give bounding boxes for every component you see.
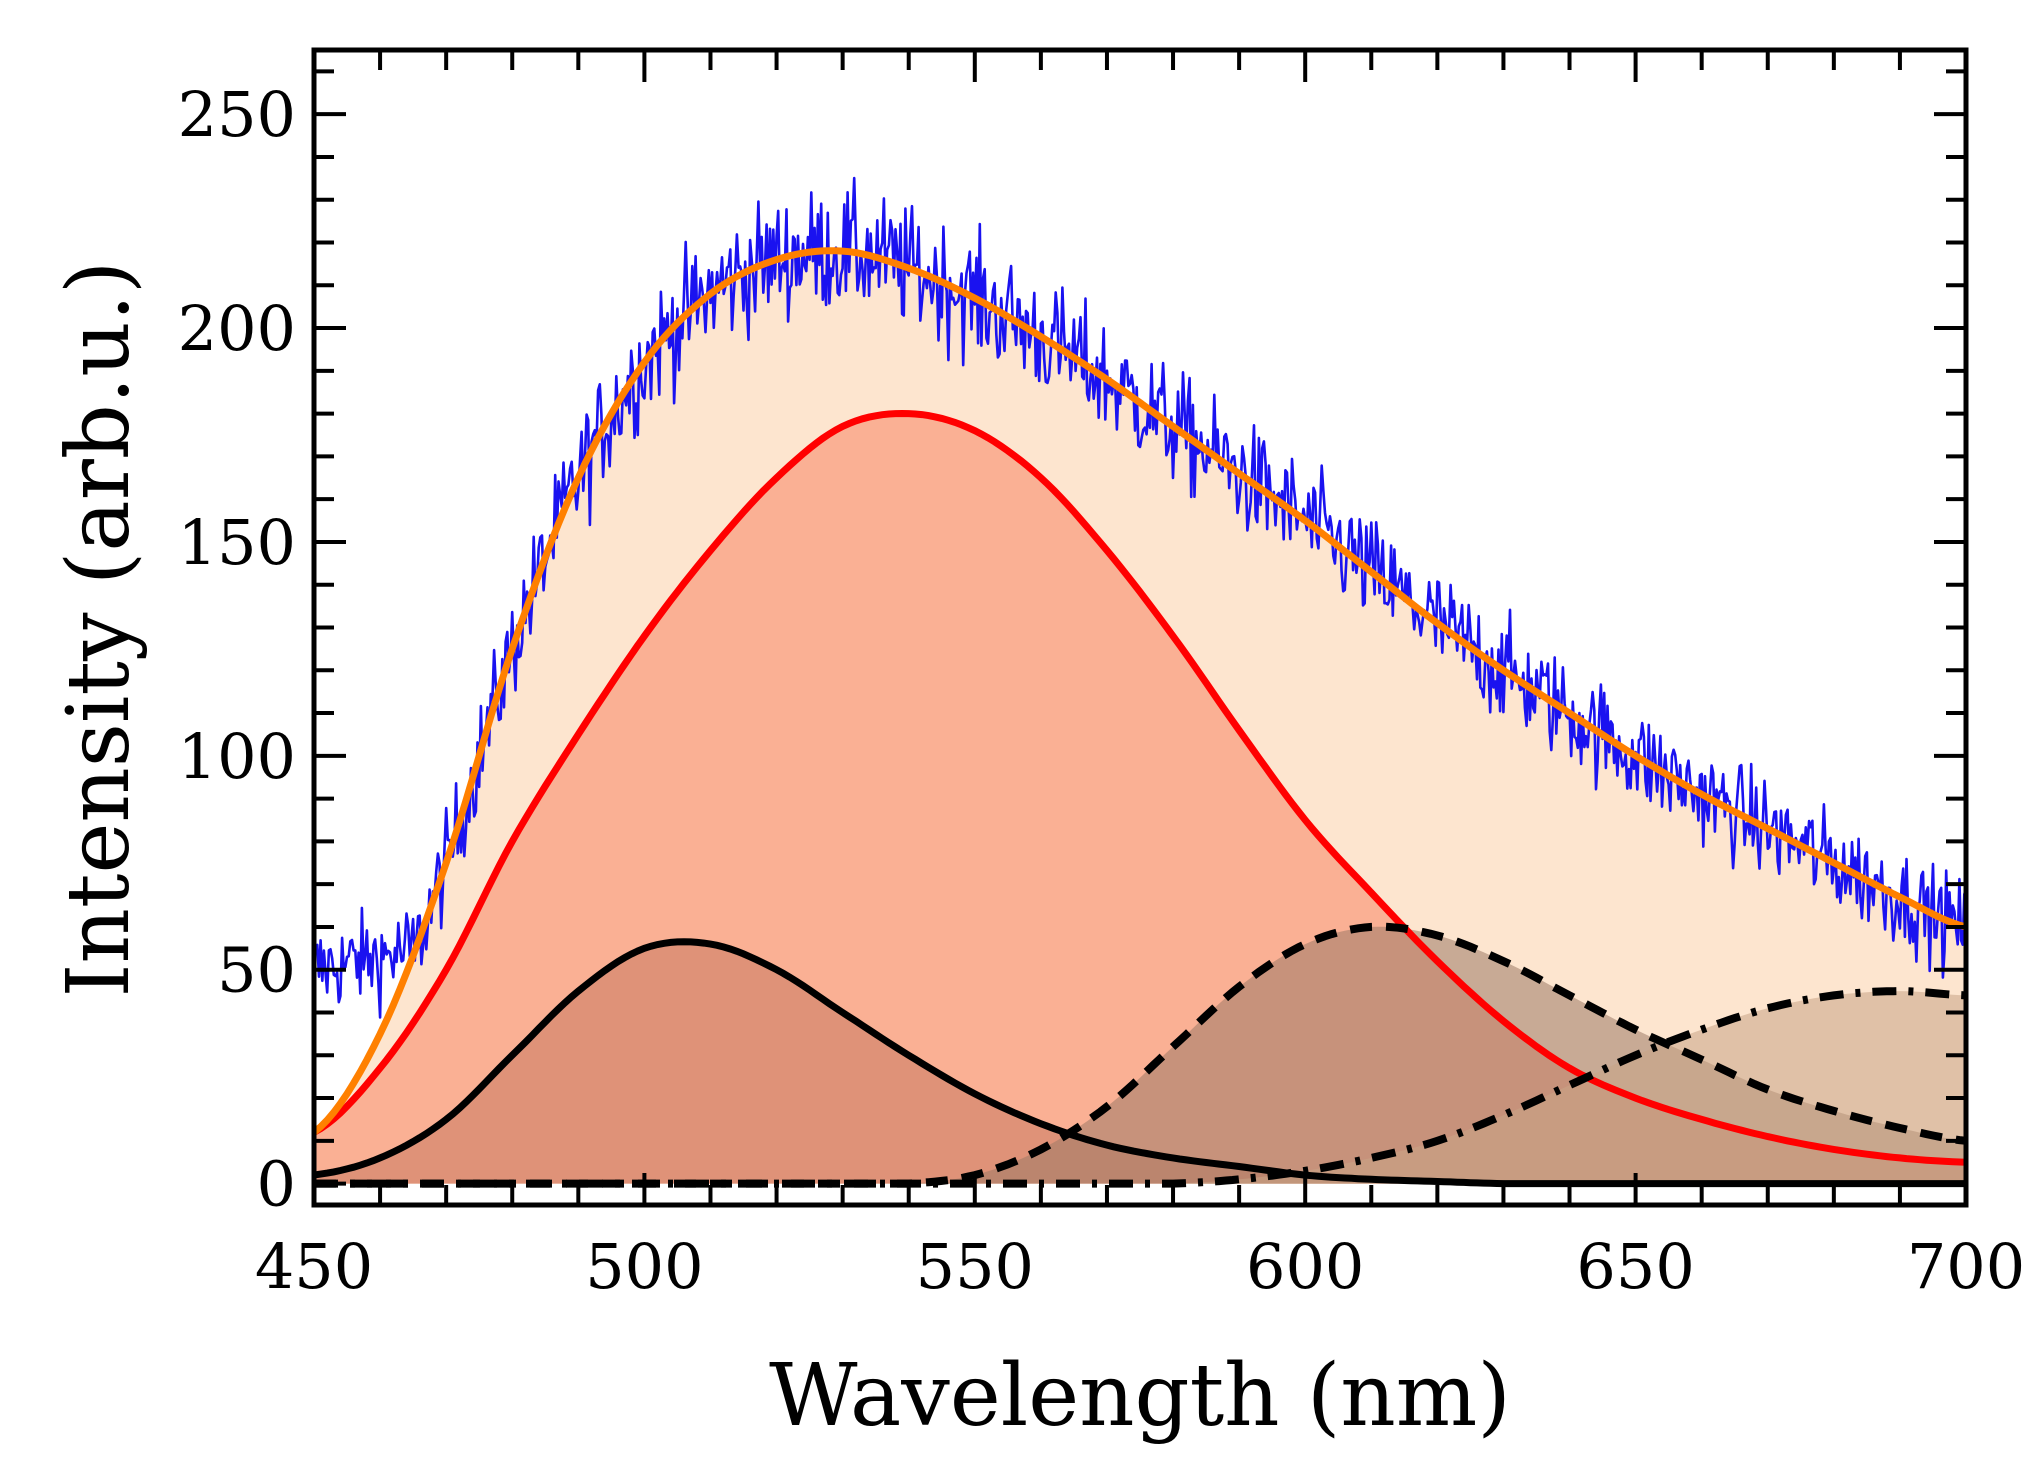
series-component-3-line: [314, 922, 1966, 1188]
y-tick-label: 100: [178, 720, 296, 793]
y-tick-label: 200: [178, 292, 296, 365]
fill-component-4: [314, 991, 1966, 1184]
component-fills: [314, 250, 1966, 1184]
x-tick-label: 500: [585, 1230, 703, 1303]
x-tick-label: 550: [916, 1230, 1034, 1303]
y-tick-labels: 0 50 100 150 200 250: [178, 78, 296, 1220]
y-tick-label: 150: [178, 506, 296, 579]
x-tick-labels: 450 500 550 600 650 700: [255, 1230, 2025, 1303]
x-tick-label: 600: [1246, 1230, 1364, 1303]
x-axis-title: Wavelength (nm): [769, 1346, 1511, 1446]
y-axis-title: Intensity (arb.u.): [49, 261, 149, 998]
series-total-fit-line: [314, 247, 1966, 1135]
axis-ticks: [312, 50, 1968, 1205]
x-tick-label: 450: [255, 1230, 373, 1303]
y-tick-label: 0: [257, 1148, 296, 1221]
series-component-4-line: [314, 987, 1966, 1188]
series-measured-spectrum-line: [314, 176, 1966, 1019]
series-component-1-line: [314, 938, 1966, 1188]
series-lines: [314, 176, 1966, 1188]
fill-component-1: [314, 941, 1966, 1184]
x-tick-label: 650: [1576, 1230, 1694, 1303]
y-tick-label: 50: [217, 934, 296, 1007]
x-tick-label: 700: [1907, 1230, 2025, 1303]
series-component-2-line: [314, 409, 1966, 1166]
y-tick-label: 250: [178, 78, 296, 151]
